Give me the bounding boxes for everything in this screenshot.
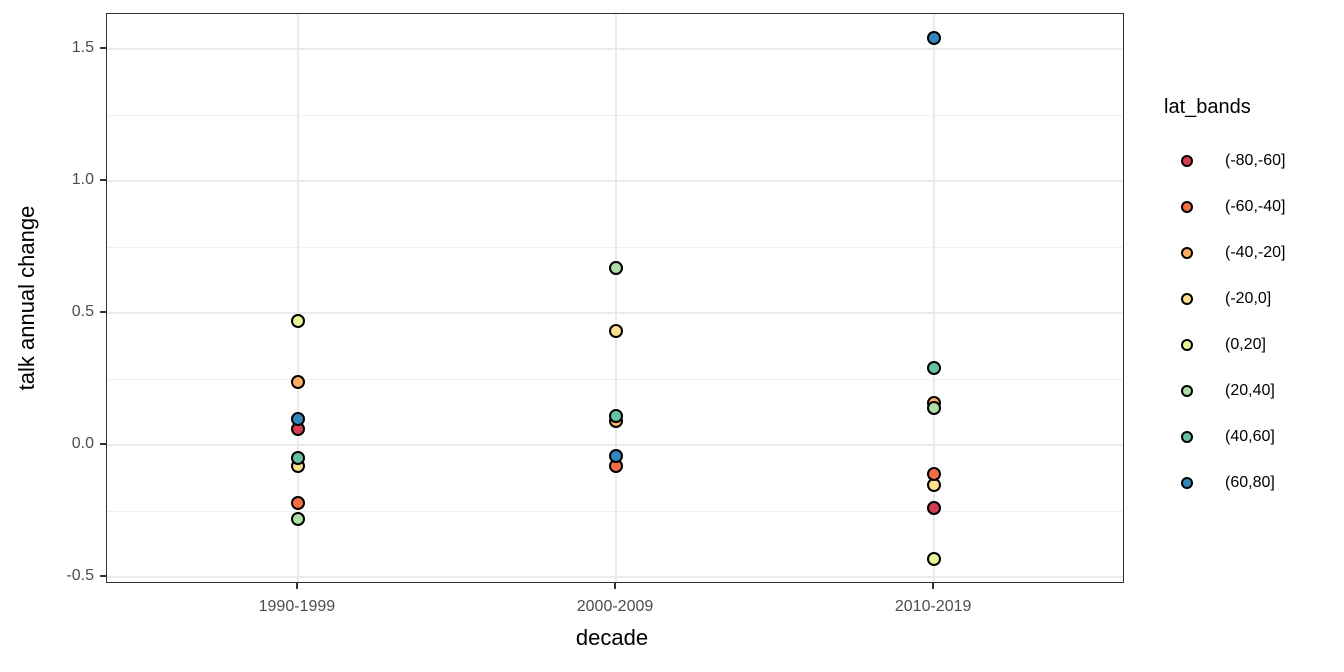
data-point	[927, 31, 942, 46]
x-tick-label: 2000-2009	[576, 598, 654, 615]
legend-label: (-20,0]	[1225, 289, 1272, 307]
legend-label: (20,40]	[1225, 381, 1275, 399]
y-tick-label: 0.0	[71, 435, 94, 452]
data-point	[290, 496, 305, 511]
plot-panel	[106, 13, 1124, 583]
legend-key-icon	[1181, 246, 1193, 259]
legend-entry: (-20,0]	[1156, 289, 1341, 309]
vertical-gridline	[296, 14, 299, 582]
legend-key-icon	[1181, 292, 1193, 305]
data-point	[927, 401, 942, 416]
y-tick-label: 0.5	[71, 303, 94, 320]
legend-label: (-80,-60]	[1225, 151, 1286, 169]
legend-key-icon	[1181, 154, 1193, 167]
legend-entry: (-60,-40]	[1156, 197, 1341, 217]
legend-label: (0,20]	[1225, 335, 1266, 353]
vertical-gridline	[933, 14, 936, 582]
data-point	[927, 551, 942, 566]
x-tick-mark	[932, 583, 935, 589]
data-point	[290, 313, 305, 328]
x-tick-mark	[614, 583, 616, 589]
legend-label: (40,60]	[1225, 427, 1275, 445]
legend-entry: (40,60]	[1156, 427, 1341, 447]
x-tick-label: 2010-2019	[894, 598, 972, 615]
y-axis-title: talk annual change	[14, 205, 39, 391]
y-tick-label: 1.0	[71, 171, 94, 188]
legend-entry: (60,80]	[1156, 473, 1341, 493]
data-point	[927, 361, 942, 376]
data-point	[290, 511, 305, 526]
y-tick-mark	[100, 179, 106, 181]
legend-entry: (-80,-60]	[1156, 151, 1341, 171]
legend-title: lat_bands	[1164, 96, 1251, 118]
vertical-gridline	[615, 14, 617, 582]
x-axis-title: decade	[575, 625, 649, 650]
legend-key-icon	[1181, 430, 1193, 443]
data-point	[609, 448, 623, 463]
legend: lat_bands (-80,-60] (-60,-40] (-40,-20] (-2…	[1156, 88, 1341, 508]
data-point	[290, 411, 305, 426]
legend-key-icon	[1181, 476, 1193, 489]
y-tick-label: 1.5	[71, 39, 94, 56]
legend-entry: (-40,-20]	[1156, 243, 1341, 263]
legend-label: (60,80]	[1225, 473, 1275, 491]
data-point	[290, 374, 305, 389]
data-point	[609, 324, 623, 339]
y-tick-label: -0.5	[66, 567, 94, 584]
legend-key-icon	[1181, 338, 1193, 351]
x-tick-mark	[295, 583, 298, 589]
data-point	[927, 467, 942, 482]
legend-label: (-60,-40]	[1225, 197, 1286, 215]
y-tick-mark	[100, 47, 106, 49]
y-tick-mark	[100, 311, 106, 313]
legend-key-icon	[1181, 384, 1193, 397]
data-point	[290, 451, 305, 466]
data-point	[609, 408, 623, 423]
x-tick-label: 1990-1999	[258, 598, 336, 615]
y-tick-mark	[100, 443, 106, 445]
data-point	[927, 501, 942, 516]
data-point	[609, 261, 623, 276]
legend-entry: (0,20]	[1156, 335, 1341, 355]
legend-key-icon	[1181, 200, 1193, 213]
y-tick-mark	[100, 575, 106, 577]
legend-label: (-40,-20]	[1225, 243, 1286, 261]
legend-entry: (20,40]	[1156, 381, 1341, 401]
